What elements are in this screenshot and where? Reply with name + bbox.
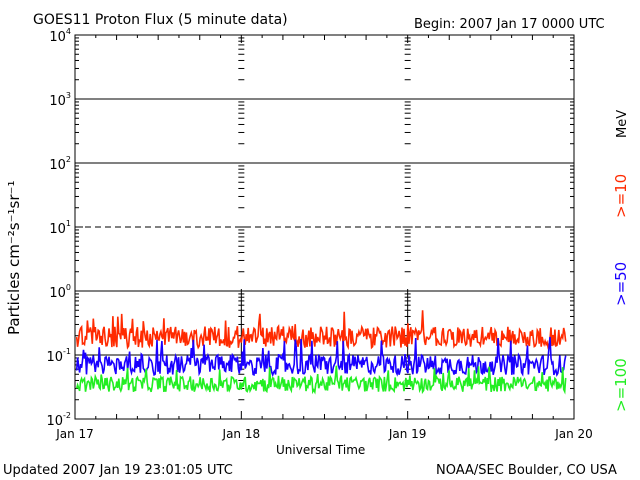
updated-label: Updated 2007 Jan 19 23:01:05 UTC (3, 463, 233, 478)
chart-title: GOES11 Proton Flux (5 minute data) (33, 12, 288, 28)
y-tick-label: 103 (49, 91, 71, 109)
y-tick-base: 10 (46, 350, 63, 365)
y-tick-label: 10-1 (46, 347, 71, 365)
x-tick-label: Jan 18 (222, 427, 261, 441)
y-tick-exponent: 3 (66, 91, 71, 100)
plot-frame (74, 34, 575, 420)
series-line-100mev (75, 365, 567, 395)
y-tick-label: 10-2 (46, 411, 71, 429)
legend-entry-100mev: >=100 (612, 358, 630, 412)
y-tick-base: 10 (49, 158, 66, 173)
y-tick-base: 10 (49, 286, 66, 301)
x-tick-label: Jan 19 (388, 427, 427, 441)
legend-entry-10mev: >=10 (612, 174, 630, 218)
y-tick-exponent: -2 (63, 411, 71, 420)
y-tick-base: 10 (49, 30, 66, 45)
x-axis-label: Universal Time (276, 443, 365, 457)
y-axis-label: Particles cm⁻²s⁻¹sr⁻¹ (5, 181, 23, 335)
y-tick-base: 10 (49, 94, 66, 109)
x-tick-labels: Jan 17 Jan 18 Jan 19 Jan 20 (55, 427, 593, 441)
series-line-50mev (75, 336, 567, 378)
y-tick-exponent: 4 (66, 27, 71, 36)
legend-units: MeV (615, 110, 630, 138)
legend: MeV >=10 >=50 >=100 (612, 110, 630, 412)
series-line-10mev (75, 310, 567, 351)
y-tick-label: 100 (49, 283, 71, 301)
x-tick-label: Jan 20 (554, 427, 593, 441)
legend-entry-50mev: >=50 (612, 262, 630, 306)
y-tick-exponent: -1 (63, 347, 71, 356)
y-tick-base: 10 (46, 414, 63, 429)
y-tick-exponent: 1 (66, 219, 71, 228)
y-tick-label: 101 (49, 219, 71, 237)
source-label: NOAA/SEC Boulder, CO USA (436, 463, 617, 478)
begin-label: Begin: 2007 Jan 17 0000 UTC (414, 17, 605, 32)
x-tick-label: Jan 17 (55, 427, 94, 441)
y-tick-exponent: 2 (66, 155, 71, 164)
y-tick-label: 102 (49, 155, 71, 173)
y-tick-base: 10 (49, 222, 66, 237)
series-layer (75, 310, 567, 395)
y-tick-label: 104 (49, 27, 71, 45)
y-tick-exponent: 0 (66, 283, 71, 292)
